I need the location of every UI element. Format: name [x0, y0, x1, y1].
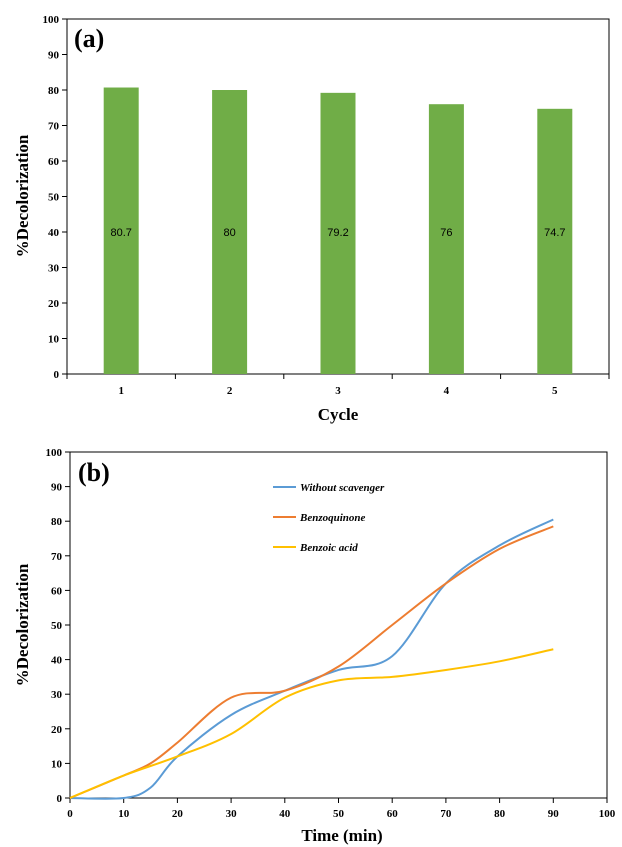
y-tick-label: 90	[51, 482, 63, 494]
x-tick-label: 4	[444, 385, 450, 397]
y-tick-label: 10	[51, 758, 63, 770]
y-tick-label: 80	[48, 85, 60, 97]
bar	[428, 104, 464, 374]
line-chart-panel: (b) Time (min) %Decolorization 0 10 20 30 40…	[13, 447, 616, 845]
y-tick-label: 80	[51, 516, 63, 528]
y-tick-label: 60	[51, 585, 63, 597]
y-axis-title: %Decolorization	[13, 134, 32, 257]
y-tick-label: 70	[48, 121, 60, 133]
y-tick-label: 0	[54, 369, 60, 381]
x-tick-label: 60	[387, 808, 399, 820]
data-label: 74.7	[544, 227, 565, 239]
data-label: 80.7	[110, 227, 131, 239]
y-tick-label: 0	[57, 793, 63, 805]
x-axis-title: Time (min)	[301, 826, 382, 845]
series-line	[69, 525, 554, 799]
bar	[103, 87, 139, 374]
x-tick-label: 5	[552, 385, 558, 397]
y-tick-label: 20	[51, 724, 63, 736]
legend-label: Benzoquinone	[299, 512, 366, 524]
series-line	[69, 518, 554, 800]
x-tick-label: 50	[333, 808, 345, 820]
y-tick-label: 60	[48, 156, 60, 168]
y-tick-label: 50	[51, 620, 63, 632]
y-tick-label: 40	[48, 227, 60, 239]
x-tick-label: 30	[226, 808, 238, 820]
bar	[320, 92, 356, 374]
x-tick-label: 2	[227, 385, 233, 397]
y-tick-label: 100	[46, 447, 63, 459]
y-tick-label: 10	[48, 334, 60, 346]
x-tick-label: 10	[118, 808, 130, 820]
x-tick-label: 70	[440, 808, 452, 820]
data-label: 80	[223, 227, 235, 239]
panel-label-b: (b)	[78, 458, 110, 487]
x-tick-label: 80	[494, 808, 506, 820]
y-tick-label: 50	[48, 192, 60, 204]
x-tick-label: 40	[279, 808, 291, 820]
y-tick-label: 30	[51, 689, 63, 701]
x-axis-title: Cycle	[318, 405, 359, 424]
bar	[537, 108, 573, 374]
y-tick-label: 100	[43, 14, 60, 26]
y-tick-label: 90	[48, 50, 60, 62]
panel-label-a: (a)	[74, 24, 104, 53]
x-tick-label: 1	[118, 385, 124, 397]
y-tick-label: 40	[51, 655, 63, 667]
x-tick-label: 3	[335, 385, 341, 397]
y-tick-label: 30	[48, 263, 60, 275]
x-tick-label: 0	[67, 808, 73, 820]
x-tick-label: 100	[599, 808, 616, 820]
series-line	[69, 648, 554, 799]
data-label: 79.2	[327, 227, 348, 239]
y-tick-label: 70	[51, 551, 63, 563]
y-axis-title: %Decolorization	[13, 563, 32, 686]
y-tick-label: 20	[48, 298, 60, 310]
legend-label: Benzoic acid	[299, 542, 358, 554]
legend-label: Without scavenger	[300, 482, 385, 494]
x-tick-label: 20	[172, 808, 184, 820]
bar	[212, 90, 248, 374]
plot-area-border	[69, 451, 608, 799]
x-tick-label: 90	[548, 808, 560, 820]
bar-chart-panel: (a) Cycle %Decolorization 0 10 20 30 40 50 60 7…	[13, 14, 610, 424]
data-label: 76	[440, 227, 452, 239]
